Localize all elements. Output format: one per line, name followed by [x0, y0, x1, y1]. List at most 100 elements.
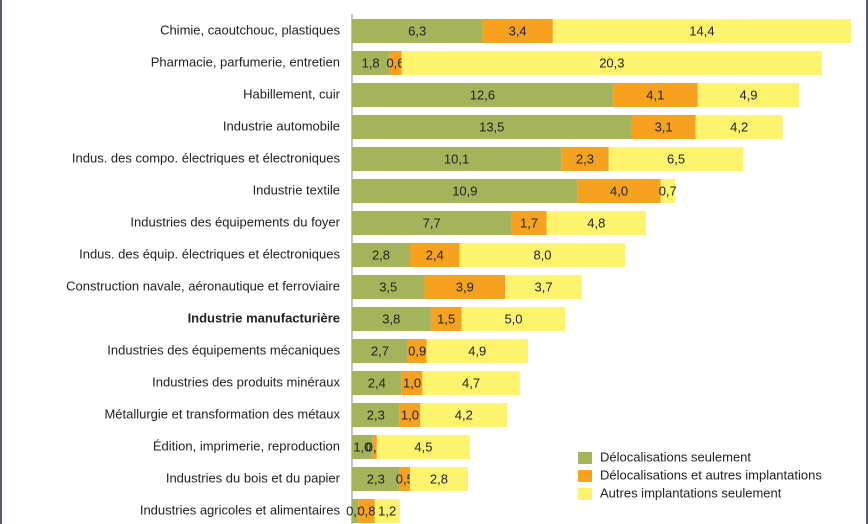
bar-segment [401, 371, 423, 395]
bar-segment [409, 467, 468, 491]
bar-segment [546, 211, 647, 235]
bar-segment [401, 51, 823, 75]
bar-segment [352, 179, 578, 203]
bar-segment [389, 51, 402, 75]
bar-segment [505, 275, 582, 299]
value-label: 8,0 [533, 247, 551, 262]
value-label: 5,0 [504, 311, 522, 326]
value-label: 1,2 [378, 503, 396, 518]
value-label: 4,8 [587, 215, 605, 230]
bar-segment [577, 179, 661, 203]
category-label: Métallurgie et transformation des métaux [104, 406, 340, 421]
bar-segment [482, 19, 553, 43]
bar-segment [660, 179, 676, 203]
value-label: 3,9 [456, 279, 474, 294]
value-label: 1,0 [401, 407, 419, 422]
category-label: Industrie textile [253, 182, 340, 197]
legend-swatch [578, 488, 592, 500]
category-label: Industries des produits minéraux [152, 374, 340, 389]
value-label: 14,4 [689, 23, 714, 38]
value-label: 0,5 [396, 471, 414, 486]
value-label: 10,9 [452, 183, 477, 198]
value-label: 4,7 [462, 375, 480, 390]
bar-segment [420, 403, 508, 427]
bar-segment [695, 115, 783, 139]
category-label: Industries des équipements mécaniques [107, 342, 340, 357]
category-label: Industries agricoles et alimentaires [140, 502, 341, 517]
bar-segment [459, 243, 626, 267]
legend-label: Autres implantations seulement [600, 485, 782, 500]
bar-segment [407, 339, 427, 363]
value-label: 1,5 [437, 311, 455, 326]
value-label: 1,0 [353, 439, 371, 454]
value-label: 0,9 [408, 343, 426, 358]
bar-segment [424, 275, 506, 299]
value-label: 4,9 [739, 87, 757, 102]
value-label: 0,6 [386, 55, 404, 70]
bar-segment [374, 499, 400, 523]
bar-segment [409, 243, 460, 267]
bar-segment [552, 19, 851, 43]
value-label: 7,7 [423, 215, 441, 230]
category-label: Indus. des équip. électriques et électro… [79, 246, 340, 261]
bar-segment [430, 307, 462, 331]
category-label: Industrie automobile [223, 118, 340, 133]
value-label: 4,2 [730, 119, 748, 134]
category-label: Indus. des compo. électriques et électro… [72, 150, 341, 165]
category-label: Industrie manufacturière [188, 310, 340, 325]
category-label: Pharmacie, parfumerie, entretien [151, 54, 340, 69]
value-label: 10,1 [444, 151, 469, 166]
value-label: 0,7 [659, 183, 677, 198]
category-label: Industries des équipements du foyer [130, 214, 340, 229]
value-label: 4,9 [468, 343, 486, 358]
value-label: 0,8 [357, 503, 375, 518]
bar-segment [352, 147, 562, 171]
category-label: Industries du bois et du papier [166, 470, 341, 485]
value-label: 2,7 [371, 343, 389, 358]
value-label: 6,5 [667, 151, 685, 166]
bar-segment [352, 499, 359, 523]
bar-segment [352, 467, 400, 491]
bar-segment [399, 467, 410, 491]
bar-segment [352, 435, 373, 459]
bar-segment [352, 243, 410, 267]
value-label: 1,8 [362, 55, 380, 70]
category-label: Chimie, caoutchouc, plastiques [160, 22, 340, 37]
bar-segment [352, 115, 632, 139]
bar-segment [376, 435, 471, 459]
legend-swatch [578, 470, 592, 482]
category-label: Édition, imprimerie, reproduction [153, 438, 340, 453]
value-label: 4,1 [646, 87, 664, 102]
value-label: 2,4 [426, 247, 444, 262]
value-label: 3,1 [655, 119, 673, 134]
value-label: 13,5 [479, 119, 504, 134]
bar-segment [352, 51, 390, 75]
bar-segment [352, 275, 425, 299]
bar-segment [352, 19, 483, 43]
value-label: 3,4 [509, 23, 527, 38]
value-label: 2,8 [430, 471, 448, 486]
bar-segment [511, 211, 547, 235]
value-label: 12,6 [470, 87, 495, 102]
bar-segment [422, 371, 520, 395]
value-label: 3,7 [534, 279, 552, 294]
legend-label: Délocalisations seulement [600, 449, 751, 464]
value-label: 2,8 [372, 247, 390, 262]
bar-segment [352, 339, 408, 363]
bar-segment [697, 83, 800, 107]
legend-label: Délocalisations et autres implantations [600, 467, 822, 482]
legend-swatch [578, 452, 592, 464]
bar-segment [612, 83, 698, 107]
value-label: 3,8 [382, 311, 400, 326]
value-label: 2,3 [367, 407, 385, 422]
bar-segment [608, 147, 744, 171]
bar-segment [352, 371, 402, 395]
bar-segment [461, 307, 566, 331]
category-label: Habillement, cuir [243, 86, 340, 101]
bar-segment [631, 115, 696, 139]
bar-segment [561, 147, 609, 171]
bar-segment [426, 339, 528, 363]
value-label: 20,3 [599, 55, 624, 70]
bar-segment [358, 499, 375, 523]
bar-segment [352, 83, 613, 107]
